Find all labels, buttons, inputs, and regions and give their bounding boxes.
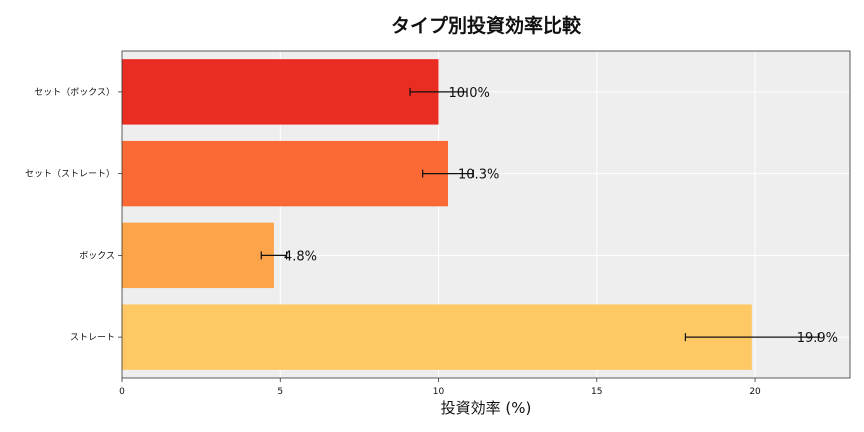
value-labels: 10.0% 10.3% 4.8% 19.9%	[284, 86, 838, 346]
x-tick-label: 0	[119, 387, 125, 397]
x-tick-label: 20	[749, 387, 761, 397]
value-label: 10.3%	[458, 168, 499, 183]
bar	[122, 59, 439, 125]
category-label: セット（ストレート）	[25, 169, 115, 180]
chart-title: タイプ別投資効率比較	[391, 14, 582, 37]
error-bars	[260, 87, 819, 342]
category-label: ボックス	[79, 250, 115, 261]
bar	[122, 140, 449, 207]
x-tick-label: 5	[277, 387, 283, 397]
value-label: 10.0%	[449, 86, 490, 101]
x-tick-label: 15	[591, 387, 602, 397]
bar	[122, 304, 752, 370]
category-label: セット（ボックス）	[34, 87, 115, 98]
category-label: ストレート	[70, 333, 115, 343]
bar	[122, 222, 274, 289]
x-axis-label: 投資効率 (%)	[441, 399, 532, 417]
bars	[122, 59, 752, 370]
plot-frame	[121, 50, 851, 379]
x-tick-label: 10	[433, 387, 445, 397]
value-label: 19.9%	[797, 331, 838, 346]
x-axis-ticks: 0 5 10 15 20	[119, 378, 761, 397]
value-label: 4.8%	[284, 249, 317, 264]
